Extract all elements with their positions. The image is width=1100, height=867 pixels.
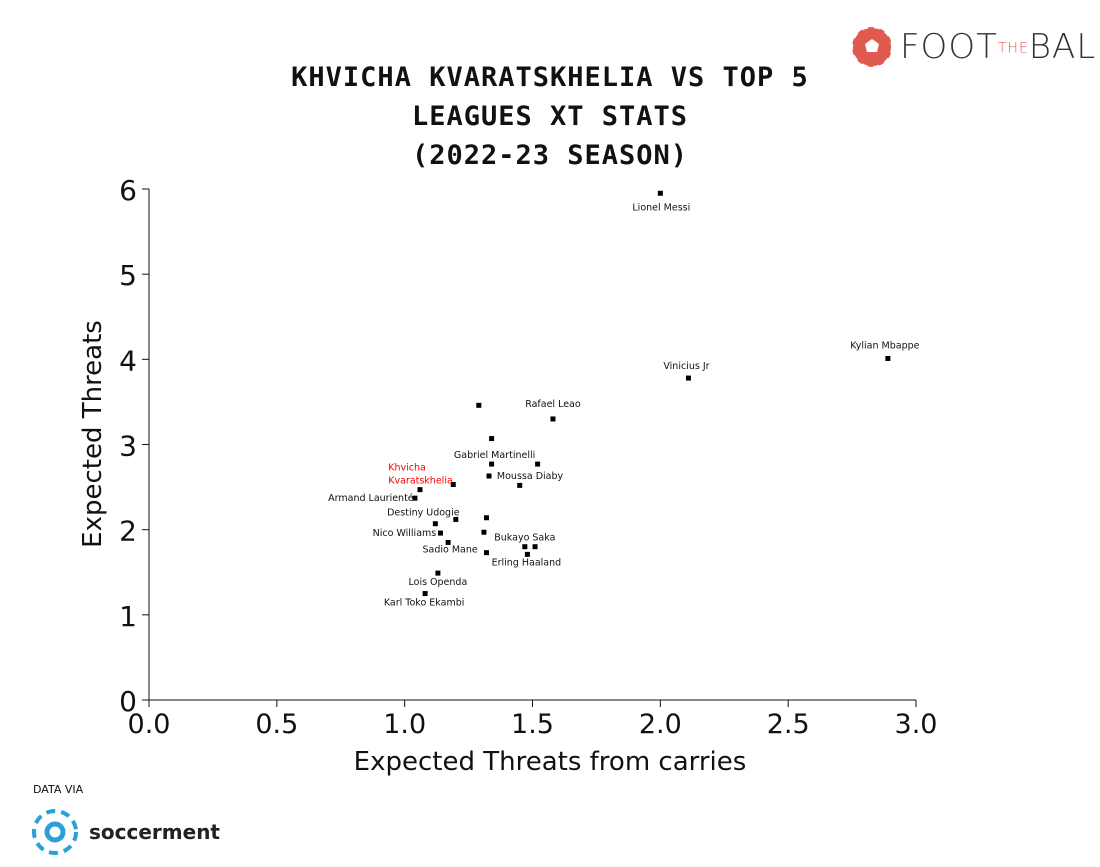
point-label: Lois Openda (409, 577, 468, 588)
axes: 0.0 0.5 1.0 1.5 2.0 2.5 3.0 0 1 2 3 4 5 6 (119, 174, 937, 740)
brand-wordmark: FOOTTHEBALL (900, 27, 1100, 67)
data-point (481, 529, 487, 535)
data-point (489, 461, 495, 467)
x-tick-label: 0.5 (255, 709, 298, 740)
point-label: Armand Laurienté (328, 493, 414, 504)
y-tick-label: 0 (119, 685, 137, 718)
x-axis-label: Expected Threats from carries (354, 747, 747, 777)
point-label: Karl Toko Ekambi (384, 598, 465, 609)
data-point (524, 551, 530, 557)
data-point (522, 544, 528, 550)
x-tick-label: 1.0 (383, 709, 426, 740)
soccerment-logo: soccerment (31, 808, 220, 856)
data-point (483, 515, 489, 521)
data-point (437, 530, 443, 536)
data-point (486, 473, 492, 479)
point-label: Vinicius Jr (663, 361, 709, 372)
x-tick-label: 2.5 (767, 709, 810, 740)
title-line: (2022-23 SEASON) (411, 140, 689, 171)
y-tick-label: 4 (119, 344, 137, 377)
y-tick-label: 2 (119, 515, 137, 548)
data-point (422, 591, 428, 597)
data-point (885, 355, 891, 361)
data-point (483, 550, 489, 556)
data-point (432, 521, 438, 527)
point-label: Rafael Leao (525, 399, 581, 410)
title-line: LEAGUES XT STATS (411, 101, 689, 132)
data-point (412, 495, 418, 501)
x-tick-label: 2.0 (639, 709, 682, 740)
data-point (489, 436, 495, 442)
points: Lionel Messi Kylian Mbappe Vinicius Jr Rafa… (328, 190, 920, 609)
data-point (445, 539, 451, 545)
point-label: Khvicha Kvaratskhelia (388, 463, 453, 487)
point-label: Destiny Udogie (387, 508, 460, 519)
y-tick-label: 5 (119, 259, 137, 292)
data-point (532, 544, 538, 550)
point-label: Lionel Messi (632, 202, 690, 213)
data-point (476, 402, 482, 408)
x-tick-label: 1.5 (511, 709, 554, 740)
data-point (657, 190, 663, 196)
data-point (453, 516, 459, 522)
soccerment-ball-icon (32, 809, 78, 855)
soccerment-wordmark: soccerment (89, 820, 220, 844)
data-via-label: DATA VIA (33, 783, 84, 796)
data-point (517, 482, 523, 488)
foottheball-logo: FOOTTHEBALL (850, 25, 1100, 69)
point-label: Moussa Diaby (497, 471, 564, 482)
point-label: Erling Haaland (492, 557, 562, 568)
y-tick-label: 3 (119, 430, 137, 463)
x-tick-label: 3.0 (895, 709, 938, 740)
data-point (450, 482, 456, 488)
point-label: Sadio Mane (423, 544, 478, 555)
data-point (685, 375, 691, 381)
point-label: Bukayo Saka (494, 533, 555, 544)
point-label: Gabriel Martinelli (454, 450, 535, 461)
point-label: Nico Williams (373, 528, 437, 539)
data-point (435, 570, 441, 576)
data-point (550, 416, 556, 422)
title-line: KHVICHA KVARATSKHELIA VS TOP 5 (291, 62, 809, 93)
football-icon (851, 26, 893, 68)
point-label: Kylian Mbappe (850, 340, 919, 351)
chart-title: KHVICHA KVARATSKHELIA VS TOP 5 LEAGUES X… (250, 58, 850, 175)
y-tick-label: 1 (119, 600, 137, 633)
y-tick-label: 6 (119, 174, 137, 207)
data-point (417, 487, 423, 493)
y-axis-label: Expected Threats (78, 320, 108, 548)
x-tick-label: 0.0 (128, 709, 171, 740)
data-point (535, 461, 541, 467)
